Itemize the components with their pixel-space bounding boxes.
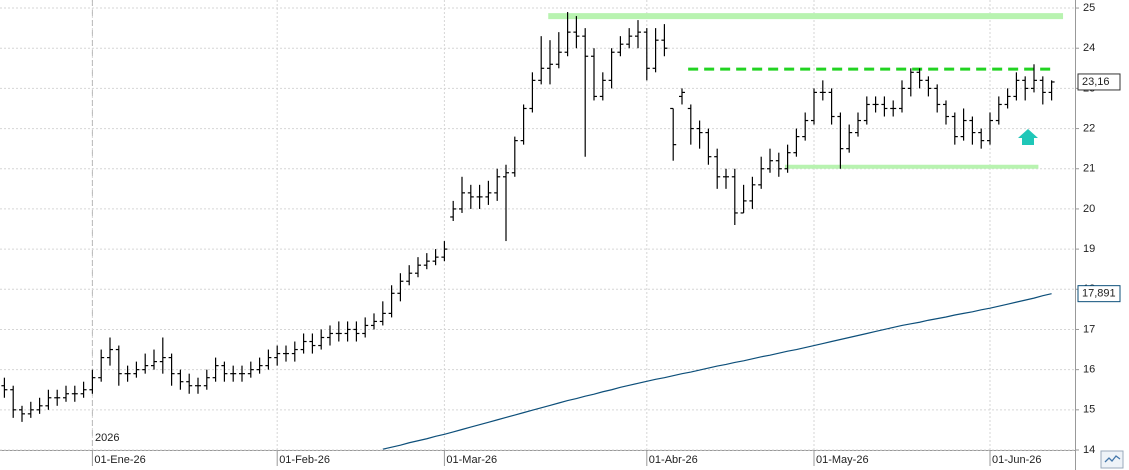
x-tick-label: 01-Abr-26 [649,454,698,466]
y-tick-label: 17 [1083,323,1095,335]
y-tick-label: 14 [1083,444,1095,456]
x-tick-label: 01-Feb-26 [279,454,330,466]
moving-average [382,293,1052,450]
y-tick-label: 16 [1083,364,1095,376]
toolbar-icon [1104,455,1121,463]
up-arrow [1018,129,1038,145]
y-tick-label: 19 [1083,243,1095,255]
value-tag-label: 17,891 [1082,288,1116,300]
x-tick-label: 01-May-26 [816,454,869,466]
x-tick-label: 01-Ene-26 [94,454,145,466]
value-tag [1077,73,1121,91]
y-tick-label: 24 [1083,42,1095,54]
value-tag-label: 23,16 [1082,76,1110,88]
y-tick-label: 15 [1083,404,1095,416]
grid [0,0,1075,451]
y-tick-label: 20 [1083,203,1095,215]
toolbar-button[interactable] [1100,450,1124,469]
y-tick-label: 21 [1083,163,1095,175]
y-tick-label: 25 [1083,2,1095,14]
x-tick-label: 01-Mar-26 [446,454,497,466]
plot [1,12,1064,450]
year-label: 2026 [95,432,119,444]
y-tick-label: 22 [1083,122,1095,134]
value-tag [1077,285,1121,303]
x-tick-label: 01-Jun-26 [992,454,1042,466]
